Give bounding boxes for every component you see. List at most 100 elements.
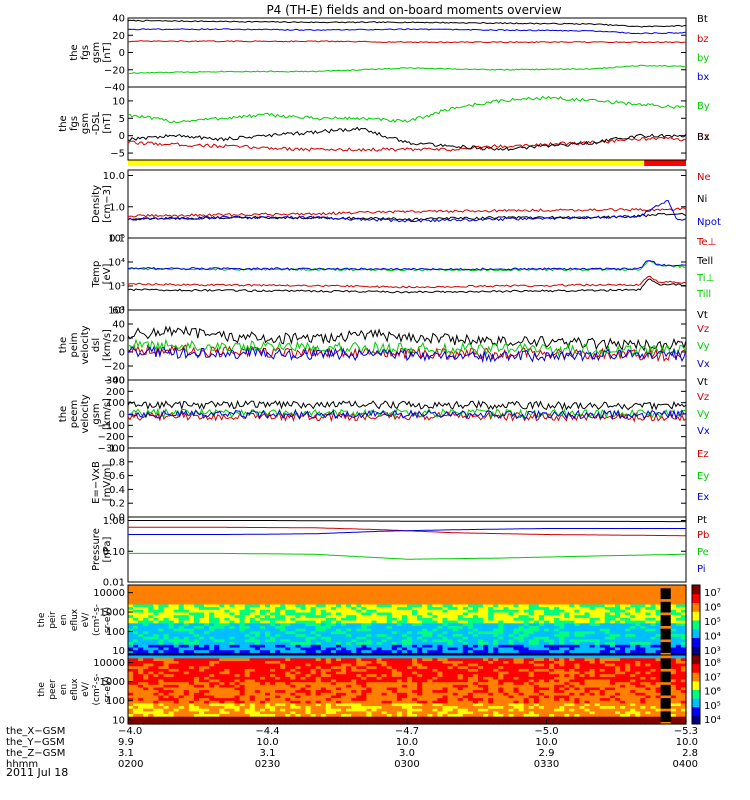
spectrogram-cell [290,700,296,704]
spectrogram-cell [224,668,231,672]
spectrogram-cell [513,630,520,635]
spectrogram-cell [594,587,601,591]
spectrogram-cell [371,694,378,699]
spectrogram-cell [437,606,444,610]
spectrogram-cell [133,686,139,691]
spectrogram-cell [462,663,469,667]
spectrogram-cell [330,700,337,704]
spectrogram-cell [285,681,291,685]
spectrogram-cell [437,652,444,656]
spectrogram-cell [407,676,413,680]
spectrogram-cell [554,628,560,632]
spectrogram-cell [483,697,489,701]
spectrogram-cell [219,646,225,651]
spectrogram-cell [483,609,489,613]
spectrogram-cell [417,700,423,704]
spectrogram-cell [427,686,433,691]
spectrogram-cell [173,595,180,600]
spectrogram-cell [315,684,322,688]
spectrogram-cell [467,676,474,680]
spectrogram-cell [675,652,682,656]
spectrogram-cell [452,697,459,701]
spectrogram-cell [493,681,499,685]
spectrogram-cell [320,638,327,643]
spectrogram-cell [163,595,170,600]
spectrogram-cell [178,590,185,594]
spectrogram-cell [462,716,469,720]
spectrogram-cell [346,694,352,699]
spectrogram-cell [178,644,185,648]
spectrogram-cell [670,636,677,640]
spectrogram-cell [143,678,149,683]
spectrogram-cell [209,652,215,656]
spectrogram-cell [346,603,352,608]
spectrogram-cell [214,673,220,677]
spectrogram-cell [148,655,154,659]
spectrogram-cell [508,641,515,645]
spectrogram-cell [498,585,504,589]
spectrogram-cell [579,598,586,602]
legend-entry-Vx: Vx [697,359,710,370]
spectrogram-cell [300,721,307,725]
spectrogram-cell [168,601,175,605]
spectrogram-cell [432,590,439,594]
spectrogram-cell [351,611,357,616]
spectrogram-cell [391,670,398,675]
spectrogram-cell [635,622,641,626]
spectrogram-cell [310,590,317,594]
spectrogram-cell [270,660,276,664]
spectrogram-cell [265,606,271,610]
spectrogram-cell [295,673,302,677]
spectrogram-cell [310,692,317,696]
spectrogram-cell [462,633,469,637]
spectrogram-cell [579,590,586,594]
spectrogram-cell [604,606,611,610]
spectrogram-cell [204,644,210,648]
y-tick-label: 60 [112,306,125,317]
spectrogram-cell [467,686,474,691]
spectrogram-cell [381,713,388,717]
spectrogram-cell [391,644,398,648]
spectrogram-cell [579,644,586,648]
spectrogram-cell [584,628,591,632]
spectrogram-cell [204,692,210,696]
spectrogram-cell [148,617,154,621]
spectrogram-cell [538,649,545,653]
spectrogram-cell [341,587,347,591]
spectrogram-cell [204,606,210,610]
spectrogram-cell [148,633,154,637]
spectrogram-cell [270,633,276,637]
spectrogram-cell [148,676,154,680]
spectrogram-cell [214,603,220,608]
spectrogram-cell [630,614,636,618]
spectrogram-cell [295,705,302,709]
spectrogram-cell [305,649,312,653]
spectrogram-cell [305,644,312,648]
spectrogram-cell [254,670,261,675]
spectrogram-cell [665,617,672,621]
spectrogram-cell [472,684,479,688]
spectrogram-cell [559,630,565,635]
spectrogram-cell [128,603,134,608]
spectrogram-cell [528,638,535,643]
spectrogram-cell [569,638,575,643]
spectrogram-cell [356,694,362,699]
spectrogram-cell [275,660,281,664]
spectrogram-cell [625,644,631,648]
spectrogram-cell [336,601,342,605]
spectrogram-cell [503,601,510,605]
spectrogram-cell [280,684,286,688]
spectrogram-cell [493,587,499,591]
spectrogram-cell [290,702,296,707]
spectrogram-cell [229,646,236,651]
spectrogram-cell [452,665,459,669]
y-tick-label: 0 [119,48,125,59]
spectrogram-cell [259,713,266,717]
spectrogram-cell [381,686,388,691]
spectrogram-cell [554,603,560,608]
spectrogram-cell [528,633,535,637]
spectrogram-cell [163,710,170,714]
spectrogram-cell [589,646,596,651]
spectrogram-cell [315,595,322,600]
spectrogram-cell [544,646,550,651]
